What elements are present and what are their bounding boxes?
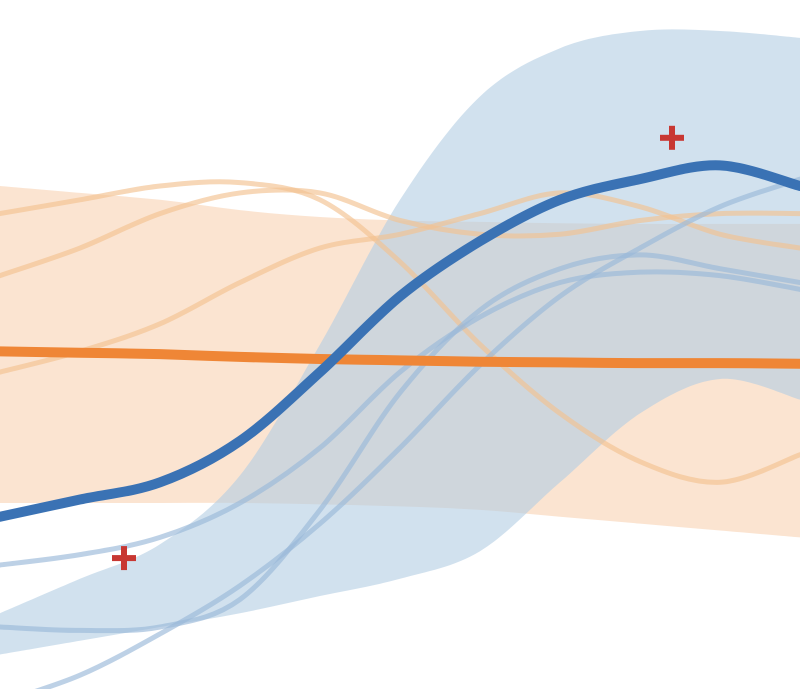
blue-sample-line-1 [0,269,800,568]
orange-sample-line-3 [0,190,800,375]
orange-sample-line-1 [0,179,800,485]
orange-mean-line [0,346,800,369]
blue-sample-line-3 [34,176,800,689]
orange-sample-line-2 [0,187,800,279]
blue-sample-line-2 [0,252,800,634]
observation-marker-2 [660,125,684,150]
mean-layer [0,160,800,522]
observation-marker-1 [112,546,136,571]
blue-mean-line [0,160,800,522]
markers-layer [112,125,684,571]
samples-layer [0,176,800,689]
